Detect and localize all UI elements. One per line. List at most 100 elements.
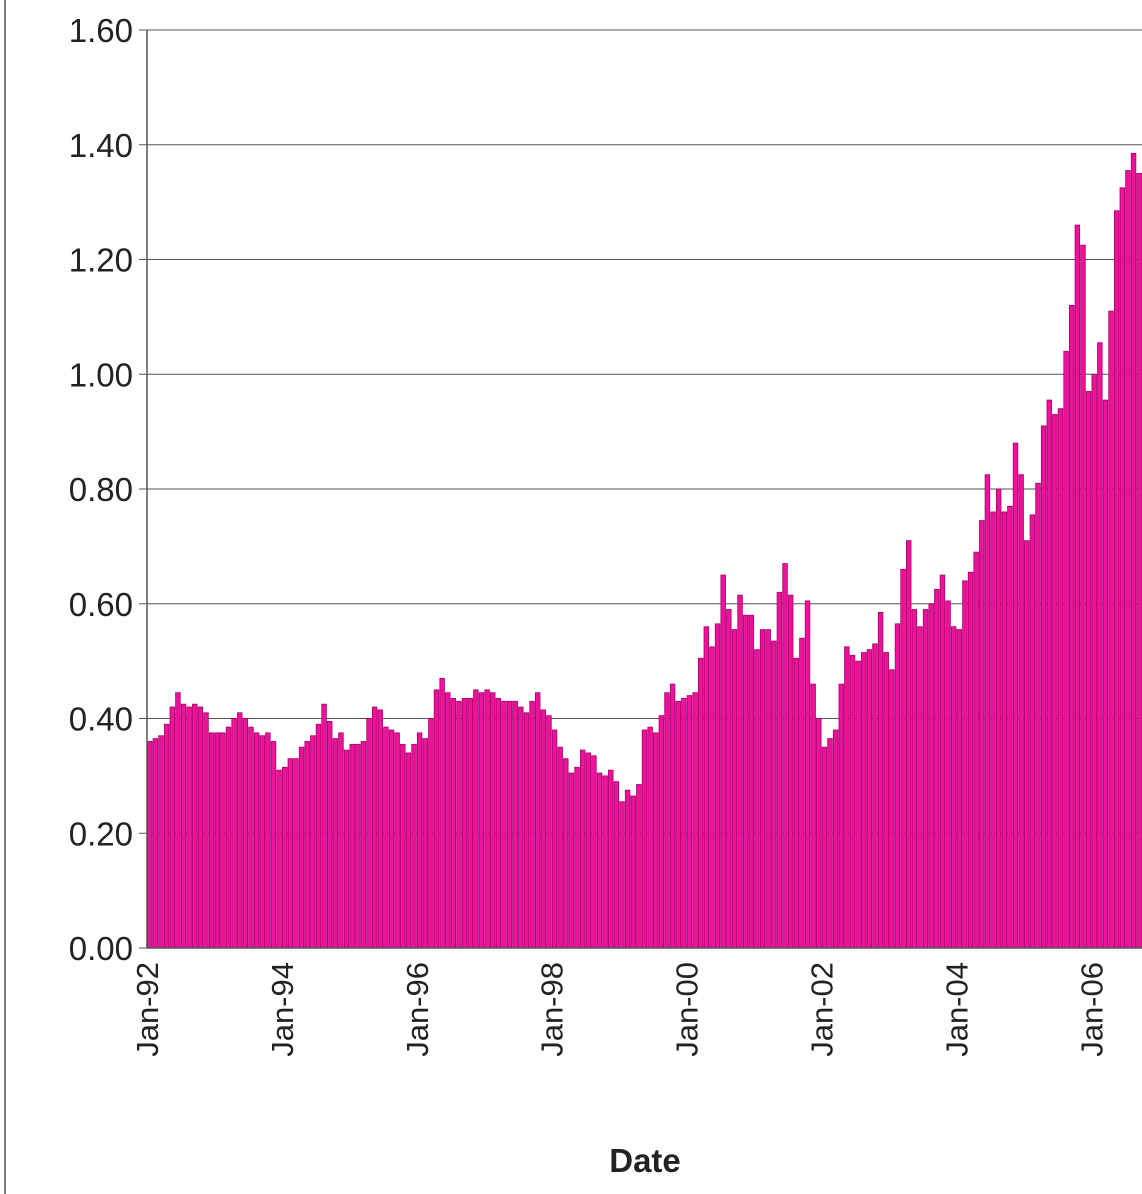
bar xyxy=(855,660,861,949)
bar xyxy=(163,723,170,949)
bar xyxy=(950,626,957,949)
bar xyxy=(332,738,339,949)
x-tick-label: Jan-06 xyxy=(1074,962,1109,1057)
y-tick-label: 1.20 xyxy=(69,242,133,279)
bar xyxy=(231,718,237,949)
bar xyxy=(759,629,766,949)
bar xyxy=(995,488,1002,949)
bar xyxy=(518,706,524,949)
bar xyxy=(355,743,361,949)
bar xyxy=(984,474,991,949)
bar xyxy=(872,643,878,949)
bar xyxy=(630,795,636,949)
bar xyxy=(737,594,743,949)
bar xyxy=(669,683,676,949)
bar xyxy=(574,766,580,949)
bar xyxy=(371,706,378,949)
bar xyxy=(928,603,934,949)
bar xyxy=(1091,373,1097,949)
bar xyxy=(613,781,620,949)
bar xyxy=(1018,474,1024,949)
bar xyxy=(383,726,389,949)
bar xyxy=(714,623,721,949)
bar xyxy=(1085,391,1092,949)
bar xyxy=(1069,304,1075,949)
bar xyxy=(765,629,771,949)
y-tick-label: 1.40 xyxy=(69,127,133,164)
bar xyxy=(917,626,923,949)
bar xyxy=(512,700,518,949)
bar xyxy=(1102,399,1109,949)
bar xyxy=(624,789,631,949)
bar xyxy=(270,741,277,949)
bar xyxy=(315,723,322,949)
bar xyxy=(1029,514,1036,949)
bar xyxy=(259,735,265,949)
bar xyxy=(490,692,496,949)
bar xyxy=(534,692,541,949)
bar xyxy=(180,703,187,949)
bar xyxy=(563,758,569,949)
bar xyxy=(557,746,563,949)
bar xyxy=(175,692,181,949)
bar xyxy=(1130,152,1137,949)
x-tick-label: Jan-04 xyxy=(939,962,974,1057)
bar xyxy=(450,698,457,949)
bar xyxy=(439,677,445,949)
bar xyxy=(551,729,558,949)
bar xyxy=(883,652,889,949)
bar xyxy=(467,698,473,949)
bar xyxy=(282,766,288,949)
bar xyxy=(326,720,333,949)
bar xyxy=(484,689,490,949)
bar xyxy=(568,772,575,949)
bar xyxy=(1040,425,1047,949)
bar xyxy=(208,732,215,949)
bar xyxy=(242,718,249,949)
bar xyxy=(771,640,777,949)
bar xyxy=(192,703,198,949)
bar xyxy=(310,735,316,949)
bar xyxy=(804,600,811,949)
bar xyxy=(416,732,423,949)
bar xyxy=(692,692,698,949)
bar xyxy=(866,649,873,949)
bar xyxy=(147,741,153,949)
bar xyxy=(827,738,833,949)
bar xyxy=(1074,224,1081,949)
bar xyxy=(939,574,946,949)
x-tick-label: Jan-96 xyxy=(400,962,435,1057)
bar xyxy=(579,749,586,949)
bar xyxy=(585,752,591,949)
bar xyxy=(1080,244,1086,949)
x-tick-label: Jan-92 xyxy=(130,962,165,1057)
bar xyxy=(861,652,867,949)
bar xyxy=(1119,187,1126,949)
bar xyxy=(742,614,749,949)
bar xyxy=(377,709,384,949)
bar xyxy=(844,646,850,949)
bar xyxy=(405,752,412,949)
x-tick-label: Jan-00 xyxy=(670,962,705,1057)
bar xyxy=(1113,210,1120,949)
bar xyxy=(338,732,344,949)
bar xyxy=(158,735,164,949)
bar xyxy=(445,692,451,949)
bar xyxy=(546,715,552,949)
y-tick-label: 1.60 xyxy=(69,12,133,49)
bar xyxy=(529,700,535,949)
bar xyxy=(1108,310,1114,949)
bar xyxy=(248,726,254,949)
bar xyxy=(433,689,440,949)
bar xyxy=(253,732,260,949)
bar xyxy=(428,718,434,949)
bar xyxy=(411,743,417,949)
bar xyxy=(1057,408,1064,949)
bar xyxy=(293,758,299,949)
bar xyxy=(894,623,901,949)
bar xyxy=(478,692,485,949)
bar xyxy=(810,683,816,949)
bar xyxy=(169,706,176,949)
bar xyxy=(186,706,192,949)
bar xyxy=(619,801,625,949)
